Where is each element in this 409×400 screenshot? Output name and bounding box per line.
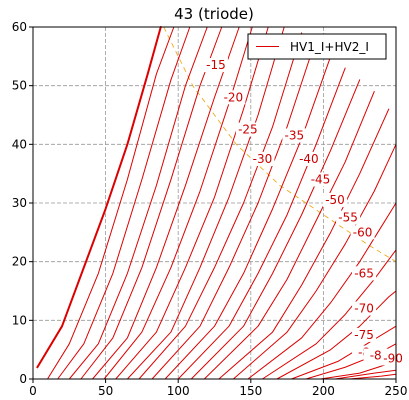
series-curve (261, 249, 397, 380)
series-curve (218, 108, 390, 380)
series-curve (203, 91, 375, 380)
x-tick-label: 0 (29, 384, 37, 398)
series-curve (36, 26, 162, 369)
series-curve (126, 26, 285, 380)
x-tick-label: 200 (312, 384, 335, 398)
series-curve (47, 26, 175, 380)
curve-label-bg (381, 351, 406, 366)
curve-label-bg (282, 128, 307, 143)
y-tick-label: 0 (19, 372, 27, 386)
series-curve (115, 26, 269, 380)
legend-label: HV1_I+HV2_I (290, 40, 369, 54)
chart-title: 43 (triode) (174, 5, 254, 23)
y-tick-label: 10 (12, 313, 27, 327)
curve-label: -40 (299, 152, 319, 166)
series-curve (138, 32, 303, 380)
load-line (163, 26, 397, 263)
series-curve (68, 26, 208, 380)
series-curve (80, 26, 223, 380)
y-tick-label: 50 (12, 79, 27, 93)
curve-label-bg (235, 122, 260, 137)
curve-label: -50 (325, 193, 345, 207)
y-tick-label: 30 (12, 196, 27, 210)
curve-label: -15 (206, 58, 226, 72)
y-tick-label: 60 (12, 20, 27, 34)
curve-label: -90 (383, 351, 403, 365)
curve-label: -30 (253, 152, 273, 166)
curve-label-bg (221, 90, 246, 105)
x-tick-label: 250 (385, 384, 408, 398)
curve-label: -70 (354, 302, 374, 316)
curve-label-bg (203, 58, 228, 73)
curve-label-bg (352, 301, 377, 316)
series-curve (232, 143, 397, 380)
curve-label: -8 (370, 348, 382, 362)
curve-label-bg (350, 225, 375, 240)
curve-label: -45 (311, 172, 331, 186)
series-curve (177, 67, 346, 380)
curve-label: -35 (285, 128, 305, 142)
x-tick-label: 50 (98, 384, 113, 398)
y-tick-label: 20 (12, 255, 27, 269)
curve-label: -65 (354, 266, 374, 280)
y-tick-label: 40 (12, 137, 27, 151)
curve-label: -25 (238, 123, 258, 137)
series-curve (334, 369, 397, 380)
curve-label: -20 (224, 90, 244, 104)
legend: HV1_I+HV2_I (247, 33, 387, 60)
curve-label-bg (308, 172, 333, 187)
ticks-layer: 0 50 100 150 200 250 0 10 20 30 40 50 60 (12, 20, 408, 398)
curve-label-bg (336, 210, 361, 225)
series-curve (247, 202, 397, 380)
x-tick-label: 100 (167, 384, 190, 398)
curve-label: -60 (353, 225, 373, 239)
curve-label: -75 (354, 328, 374, 342)
series-curve (92, 26, 240, 380)
annotations-layer: -15-20-25-30-35-40-45-50-55-60-65-70-75-… (203, 58, 406, 366)
series-curve (276, 290, 397, 380)
series-curve (190, 79, 361, 380)
curve-label-bg (250, 151, 275, 166)
curve-label-bg (352, 266, 377, 281)
curve-label: -55 (338, 211, 358, 225)
series-curve (349, 373, 397, 380)
load-line-layer (163, 26, 397, 263)
curve-label-bg (296, 151, 321, 166)
series-curve (57, 26, 191, 380)
curve-label-bg (352, 327, 377, 342)
x-tick-label: 150 (239, 384, 262, 398)
curve-label-bg (323, 193, 348, 207)
series-curve (151, 38, 317, 380)
series-curve (164, 55, 332, 380)
